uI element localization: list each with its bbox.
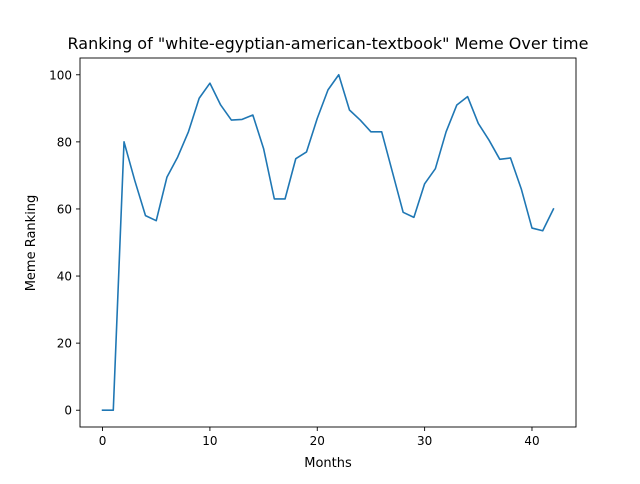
x-tick-label-0: 0 — [99, 434, 107, 448]
x-tick-label-30: 30 — [417, 434, 432, 448]
chart-title: Ranking of "white-egyptian-american-text… — [68, 34, 589, 53]
y-tick-label-0: 0 — [64, 404, 72, 418]
axes-frame — [79, 57, 577, 428]
x-tick-label-40: 40 — [524, 434, 539, 448]
y-tick-label-40: 40 — [57, 270, 72, 284]
y-tick-label-80: 80 — [57, 135, 72, 149]
x-tick-label-10: 10 — [202, 434, 217, 448]
series-line-0 — [101, 73, 555, 412]
x-axis-label: Months — [304, 456, 352, 471]
x-tick-label-20: 20 — [310, 434, 325, 448]
y-tick-label-60: 60 — [57, 202, 72, 216]
plot-area: 0 10 20 30 40 0 20 40 60 80 100 — [49, 57, 577, 448]
y-tick-label-20: 20 — [57, 337, 72, 351]
y-tick-label-100: 100 — [49, 68, 72, 82]
y-axis-label: Meme Ranking — [24, 195, 39, 292]
